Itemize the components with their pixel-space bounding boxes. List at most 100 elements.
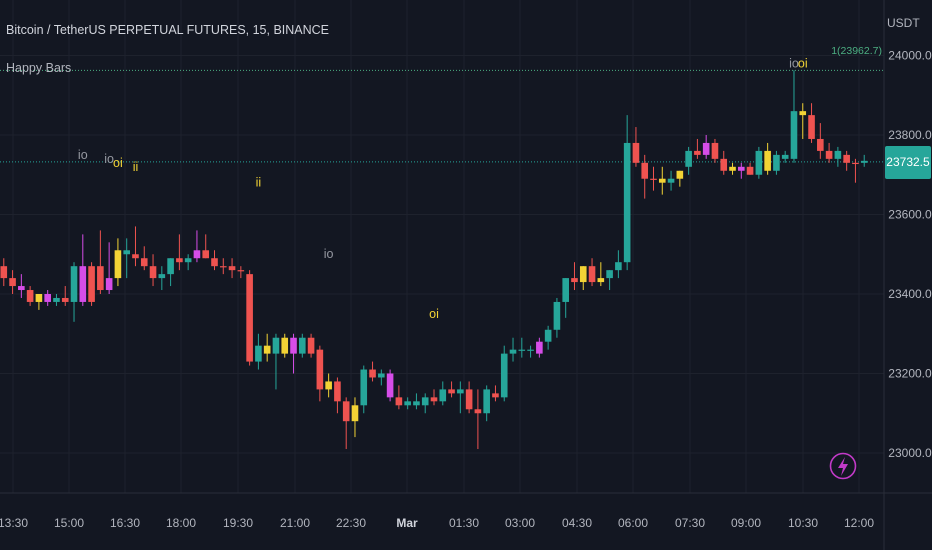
candle[interactable] <box>114 238 122 287</box>
candle[interactable] <box>219 258 227 275</box>
candle[interactable] <box>808 103 815 143</box>
candle[interactable] <box>360 365 368 414</box>
candle[interactable] <box>281 333 289 358</box>
candle[interactable] <box>623 115 631 271</box>
candle[interactable] <box>465 381 473 414</box>
candle[interactable] <box>860 154 868 167</box>
candle[interactable] <box>544 325 552 350</box>
price-scale[interactable]: 24000.0 23800.0 23600.0 23400.0 23200.0 23000… <box>888 49 932 461</box>
candle[interactable] <box>18 274 25 298</box>
candle[interactable] <box>167 258 174 287</box>
candle[interactable] <box>272 333 280 390</box>
candle[interactable] <box>255 333 262 370</box>
candle[interactable] <box>404 397 411 410</box>
candle[interactable] <box>641 154 649 199</box>
candle[interactable] <box>35 294 43 310</box>
lightning-icon[interactable] <box>829 452 857 480</box>
candle[interactable] <box>228 258 236 279</box>
candle[interactable] <box>439 381 447 406</box>
candle[interactable] <box>632 127 640 167</box>
candle[interactable] <box>430 389 438 406</box>
candle[interactable] <box>667 170 675 191</box>
candle[interactable] <box>307 333 315 358</box>
candle[interactable] <box>518 337 526 358</box>
candle[interactable] <box>246 270 253 366</box>
candle[interactable] <box>834 146 842 167</box>
symbol-title[interactable]: Bitcoin / TetherUS PERPETUAL FUTURES, 15… <box>6 23 330 37</box>
indicator-name[interactable]: Happy Bars <box>6 61 72 75</box>
candle[interactable] <box>211 250 218 271</box>
candle[interactable] <box>378 369 385 386</box>
candle[interactable] <box>132 226 139 267</box>
candle[interactable] <box>588 258 596 287</box>
candle[interactable] <box>553 297 561 338</box>
candle[interactable] <box>711 138 719 163</box>
candle[interactable] <box>237 266 245 279</box>
candle[interactable] <box>676 170 684 187</box>
candle[interactable] <box>781 150 789 163</box>
candle[interactable] <box>105 242 113 294</box>
candle[interactable] <box>457 381 464 414</box>
candle[interactable] <box>474 389 482 450</box>
candle[interactable] <box>53 294 60 306</box>
candle[interactable] <box>685 146 692 175</box>
candle[interactable] <box>448 381 455 398</box>
candle[interactable] <box>193 230 201 263</box>
candle[interactable] <box>176 234 183 271</box>
candle[interactable] <box>149 254 157 287</box>
candle[interactable] <box>650 166 657 191</box>
candle[interactable] <box>369 361 376 382</box>
candle[interactable] <box>773 150 780 175</box>
candle[interactable] <box>492 385 499 402</box>
candle[interactable] <box>483 385 490 422</box>
candle[interactable] <box>536 337 543 358</box>
candle[interactable] <box>702 135 710 159</box>
candle[interactable] <box>579 266 587 291</box>
candle[interactable] <box>123 238 130 279</box>
candle[interactable] <box>334 377 341 414</box>
time-scale[interactable]: 13:30 15:00 16:30 18:00 19:30 21:00 22:30 Mar 01… <box>0 516 874 530</box>
candle[interactable] <box>562 278 569 318</box>
candle[interactable] <box>9 270 16 294</box>
candle[interactable] <box>606 270 613 291</box>
candle[interactable] <box>263 333 271 362</box>
candle[interactable] <box>799 103 807 139</box>
candle[interactable] <box>825 142 833 163</box>
candle[interactable] <box>79 234 87 306</box>
candle[interactable] <box>500 345 508 402</box>
candle[interactable] <box>386 369 394 402</box>
candle[interactable] <box>527 345 534 358</box>
candle[interactable] <box>97 230 104 294</box>
candle[interactable] <box>299 333 306 358</box>
candle[interactable] <box>88 262 95 306</box>
candle[interactable] <box>658 166 666 195</box>
candle[interactable] <box>351 397 359 438</box>
candle[interactable] <box>729 162 736 175</box>
candle[interactable] <box>843 150 850 171</box>
candles[interactable] <box>0 70 868 450</box>
candle[interactable] <box>70 262 78 322</box>
candle[interactable] <box>61 286 69 306</box>
candle[interactable] <box>184 254 192 271</box>
candle[interactable] <box>571 262 578 291</box>
candle[interactable] <box>755 146 763 179</box>
candle[interactable] <box>720 150 728 175</box>
candle[interactable] <box>509 337 517 362</box>
candle[interactable] <box>342 397 350 450</box>
candle[interactable] <box>0 258 8 287</box>
candle[interactable] <box>694 138 701 159</box>
candle[interactable] <box>597 262 605 287</box>
candle[interactable] <box>26 286 34 306</box>
candle[interactable] <box>158 266 166 291</box>
candle[interactable] <box>790 70 798 163</box>
candle[interactable] <box>738 162 745 179</box>
candle[interactable] <box>44 290 51 306</box>
candle[interactable] <box>290 333 297 374</box>
candle[interactable] <box>764 142 771 175</box>
candle[interactable] <box>395 385 403 410</box>
candle[interactable] <box>817 123 824 159</box>
candle[interactable] <box>202 234 210 259</box>
candle[interactable] <box>413 393 420 410</box>
